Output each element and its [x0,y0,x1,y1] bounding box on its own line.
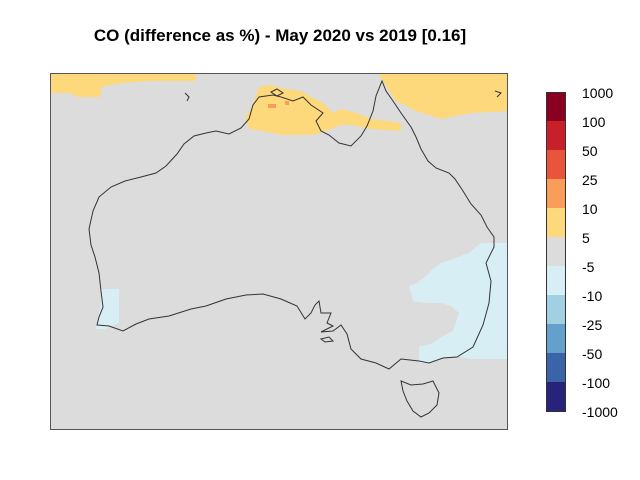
island-north-3 [494,90,502,98]
legend-label: -25 [582,317,603,333]
legend-swatch [546,382,566,412]
legend-label: -10 [582,288,603,304]
legend-label: -5 [582,259,595,275]
legend-label: 25 [582,172,598,188]
legend-label: 5 [582,230,590,246]
legend-label: -1000 [582,404,618,420]
chart-title: CO (difference as %) - May 2020 vs 2019 … [93,26,467,45]
legend-label: 1000 [582,85,614,101]
legend-label: -100 [582,375,611,391]
mainland-coastline [88,79,495,370]
legend-swatch [546,353,566,383]
tasmania-coastline [400,380,440,418]
color-legend [546,92,566,412]
legend-swatch [546,208,566,238]
legend-swatch [546,92,566,122]
legend-label: 50 [582,143,598,159]
island-north-2 [184,92,190,102]
decrease-region-south-west [95,289,119,329]
legend-swatch [546,266,566,296]
increase-region-north-east [379,74,507,119]
increase-spot-2 [285,101,289,105]
increase-spot-1 [268,104,276,108]
legend-label: -50 [582,346,603,362]
legend-label: 100 [582,114,606,130]
map-panel [50,73,508,430]
legend-swatch [546,121,566,151]
legend-swatch [546,324,566,354]
decrease-region-east [409,243,507,363]
legend-swatch [546,237,566,267]
strong-increase-spots [268,101,289,108]
island-north-1 [270,88,284,97]
increase-region-north-west [51,74,196,97]
legend-label: 10 [582,201,598,217]
kangaroo-island [319,336,335,343]
legend-swatch [546,295,566,325]
increase-regions [51,74,507,135]
decrease-regions [95,243,507,363]
legend-swatch [546,179,566,209]
australia-map [51,74,507,418]
legend-swatch [546,150,566,180]
coastline [88,79,502,418]
